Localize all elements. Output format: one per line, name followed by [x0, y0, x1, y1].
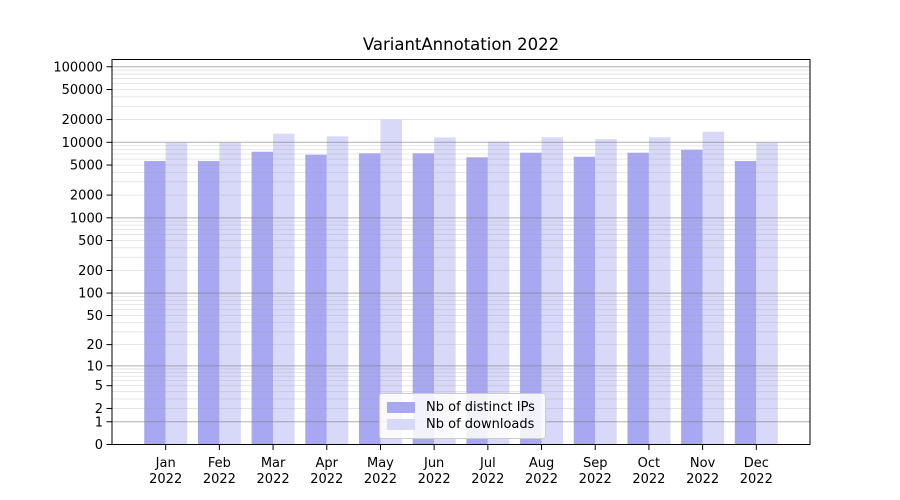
x-tick-label-month: May — [367, 456, 394, 471]
y-tick-label: 2 — [95, 402, 103, 417]
bar-distinct-ips-jul — [466, 157, 488, 445]
y-tick-label: 10000 — [62, 136, 103, 151]
bar-downloads-jun — [434, 137, 456, 445]
bar-distinct-ips-jun — [412, 153, 435, 445]
bar-downloads-oct — [648, 137, 671, 445]
x-tick-label-year: 2022 — [310, 472, 343, 487]
y-tick-label: 100000 — [53, 60, 103, 75]
x-tick-label-year: 2022 — [686, 472, 719, 487]
bar-distinct-ips-apr — [305, 154, 327, 445]
y-tick-label: 200 — [78, 264, 103, 279]
x-tick-label-month: Jan — [155, 456, 176, 471]
legend-item-downloads: Nb of downloads — [387, 417, 537, 432]
x-tick-label-month: Aug — [529, 456, 554, 471]
x-tick-label-year: 2022 — [740, 472, 773, 487]
legend-swatch-distinct-ips — [387, 402, 415, 413]
x-tick-label-year: 2022 — [579, 472, 612, 487]
y-tick-label: 20 — [86, 338, 103, 353]
x-tick-label-year: 2022 — [471, 472, 504, 487]
y-tick-label: 1 — [95, 415, 103, 430]
bar-distinct-ips-feb — [197, 161, 220, 445]
x-tick-label-month: Dec — [744, 456, 769, 471]
x-tick-label-year: 2022 — [632, 472, 665, 487]
y-tick-label: 50000 — [62, 83, 103, 98]
bar-downloads-aug — [541, 137, 564, 445]
legend-label-downloads: Nb of downloads — [426, 417, 535, 432]
x-tick-label-month: Feb — [208, 456, 231, 471]
y-tick-label: 1000 — [70, 211, 103, 226]
x-tick-label-year: 2022 — [525, 472, 558, 487]
y-tick-label: 2000 — [70, 189, 103, 204]
bar-downloads-nov — [702, 131, 725, 445]
bar-distinct-ips-mar — [251, 151, 274, 445]
bar-distinct-ips-oct — [627, 152, 649, 445]
bar-downloads-sep — [595, 139, 617, 445]
x-tick-label-month: Jun — [423, 456, 444, 471]
bar-distinct-ips-dec — [734, 161, 757, 445]
x-tick-label-month: Oct — [638, 456, 660, 471]
y-tick-label: 50 — [86, 309, 103, 324]
x-tick-label-month: Apr — [316, 456, 339, 471]
legend-swatch-downloads — [387, 419, 415, 430]
x-tick-label-year: 2022 — [418, 472, 451, 487]
bar-distinct-ips-nov — [681, 149, 703, 445]
x-tick-label-month: Mar — [261, 456, 286, 471]
y-tick-label: 5000 — [70, 159, 103, 174]
x-tick-label-year: 2022 — [203, 472, 236, 487]
legend: Nb of distinct IPs Nb of downloads — [379, 393, 546, 439]
bar-downloads-apr — [326, 136, 349, 445]
y-tick-label: 5 — [95, 379, 103, 394]
bar-downloads-may — [380, 119, 402, 445]
bar-downloads-mar — [273, 133, 295, 445]
bar-distinct-ips-sep — [573, 156, 596, 445]
chart-title: VariantAnnotation 2022 — [362, 35, 560, 54]
y-tick-label: 20000 — [62, 113, 103, 128]
legend-item-distinct-ips: Nb of distinct IPs — [387, 400, 537, 415]
y-tick-label: 500 — [78, 234, 103, 249]
legend-label-distinct-ips: Nb of distinct IPs — [426, 400, 535, 415]
x-tick-label-year: 2022 — [364, 472, 397, 487]
x-tick-label-year: 2022 — [149, 472, 182, 487]
plot-frame — [111, 59, 811, 445]
y-tick-label: 0 — [95, 438, 103, 453]
bar-distinct-ips-may — [358, 153, 381, 445]
y-tick-label: 10 — [86, 359, 103, 374]
x-tick-label-month: Sep — [583, 456, 608, 471]
x-tick-label-year: 2022 — [257, 472, 290, 487]
y-tick-label: 100 — [78, 287, 103, 302]
x-tick-label-month: Nov — [690, 456, 716, 471]
x-tick-label-month: Jul — [479, 456, 496, 471]
bar-distinct-ips-aug — [520, 152, 542, 445]
bar-distinct-ips-jan — [144, 161, 166, 445]
